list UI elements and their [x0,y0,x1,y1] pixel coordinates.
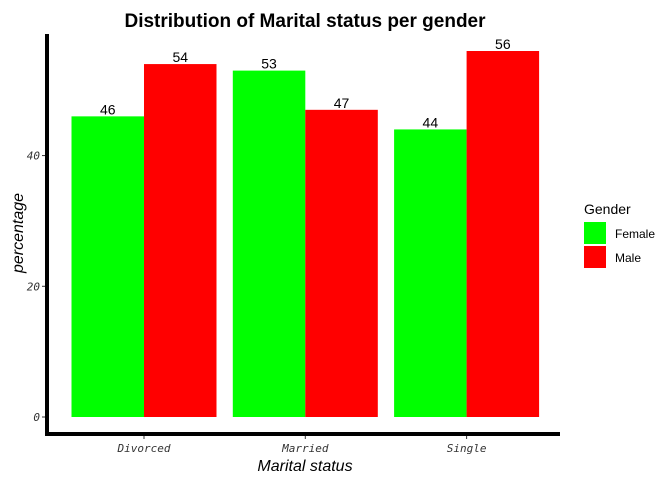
x-tick-label: Married [281,442,329,455]
x-axis-title: Marital status [257,458,352,475]
plot-area: 46 54 53 47 44 56 [71,36,540,418]
y-tick-label: 40 [27,150,41,163]
bar-female-married [232,70,306,417]
x-axis: Divorced Married Single [117,436,487,455]
data-label: 46 [100,101,116,117]
y-tick-label: 0 [33,411,40,424]
x-tick-label: Single [447,442,487,455]
y-tick-label: 20 [27,280,41,293]
legend-title: Gender [584,201,631,217]
bar-female-divorced [71,116,144,417]
legend-label-male: Male [615,251,641,265]
x-tick-label: Divorced [117,442,171,455]
bar-male-divorced [144,64,217,418]
bar-male-married [305,109,378,418]
y-axis: 0 20 40 [27,150,45,424]
bar-female-single [394,129,467,417]
y-axis-title: percentage [10,193,27,274]
data-label: 44 [423,114,439,130]
legend-key-female [584,222,606,244]
legend-key-male [584,246,606,268]
bar-male-single [466,51,540,417]
data-label: 54 [172,49,188,65]
data-label: 56 [495,36,511,52]
data-label: 53 [261,56,277,72]
legend-label-female: Female [615,227,655,241]
chart-title: Distribution of Marital status per gende… [124,11,486,32]
legend: Gender Female Male [584,201,655,268]
data-label: 47 [334,95,350,111]
